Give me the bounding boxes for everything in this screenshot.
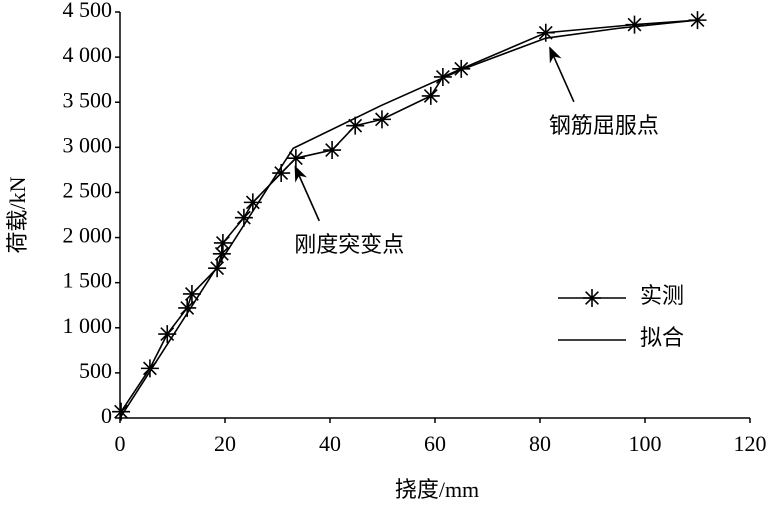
star-marker [158,325,177,344]
star-marker [346,116,365,135]
star-marker [243,193,262,212]
star-marker [286,149,305,168]
annotation-arrow [294,165,320,222]
y-tick-label: 4 500 [63,0,113,22]
x-tick-label: 20 [214,431,236,456]
star-marker [178,298,197,317]
x-tick-label: 120 [734,431,767,456]
star-marker [272,164,291,183]
star-marker [323,141,342,160]
star-marker [234,208,253,227]
x-tick-label: 0 [115,431,126,456]
y-tick-label: 2 000 [63,223,113,248]
legend-marker [583,289,601,307]
star-marker [372,110,391,129]
legend-label: 拟合 [640,325,684,350]
y-tick-label: 500 [79,358,112,383]
star-marker [433,67,452,86]
x-axis-label: 挠度/mm [395,477,479,502]
y-axis-label: 荷载/kN [5,176,30,253]
y-tick-label: 4 000 [63,42,113,67]
star-marker [625,15,644,34]
legend-label: 实测 [640,283,684,308]
star-marker [112,402,131,421]
x-tick-label: 60 [424,431,446,456]
y-tick-label: 1 000 [63,313,113,338]
x-tick-label: 80 [529,431,551,456]
y-tick-label: 0 [101,403,112,428]
y-tick-label: 3 500 [63,87,113,112]
star-marker [213,233,232,252]
y-tick-label: 1 500 [63,268,113,293]
annotation: 钢筋屈服点 [549,113,659,138]
y-tick-label: 3 000 [63,132,113,157]
y-tick-label: 2 500 [63,177,113,202]
x-tick-label: 40 [319,431,341,456]
series-line [120,19,698,413]
series-line [119,19,698,419]
star-marker [536,23,555,42]
star-marker [182,284,201,303]
star-marker [212,244,231,263]
star-marker [140,359,159,378]
star-marker [452,59,471,78]
star-marker [421,86,440,105]
x-tick-label: 100 [629,431,662,456]
annotation-arrow [549,46,575,103]
annotation: 刚度突变点 [294,232,404,257]
